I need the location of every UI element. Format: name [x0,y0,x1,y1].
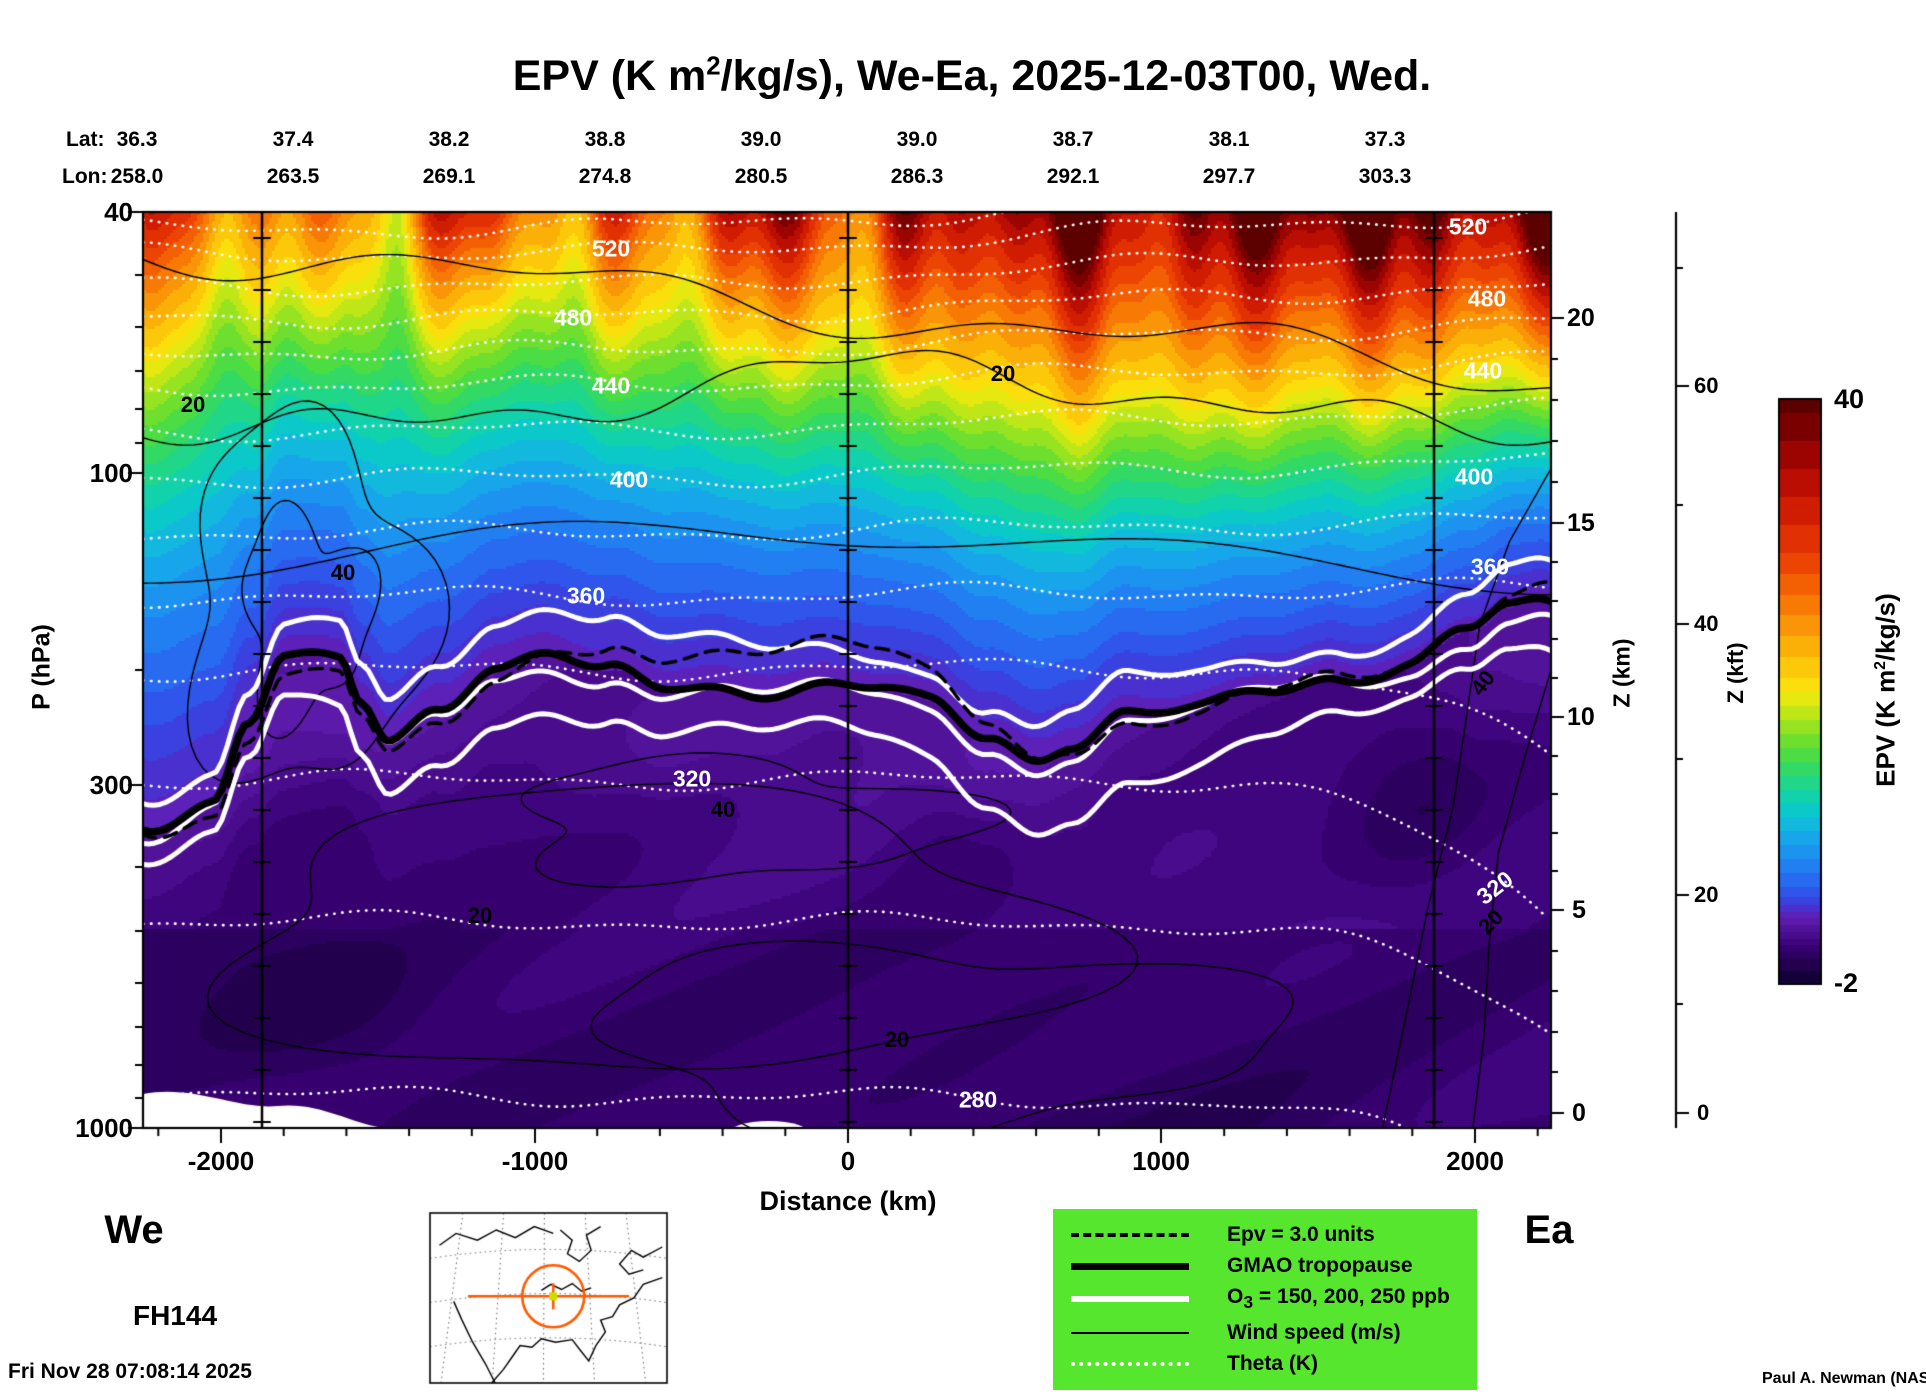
colorbar-max-label: 40 [1834,384,1865,414]
lat-value: 36.3 [116,128,158,151]
lat-value: 38.7 [1052,128,1094,151]
distance-tick: 2000 [1446,1146,1504,1176]
z-kft-tick: 40 [1694,611,1719,636]
theta-contour-label: 360 [566,582,606,609]
white-dotted-line-sample [1071,1362,1189,1367]
lon-value: 274.8 [578,165,632,188]
credit-text: Paul A. Newman (NASA [1762,1370,1926,1387]
wind-contour-label: 40 [710,797,736,822]
z-kft-tick: 0 [1697,1100,1710,1125]
west-endpoint-label: We [104,1208,164,1252]
lat-value: 38.1 [1208,128,1250,151]
legend-item-tropopause: GMAO tropopause [1053,1254,1477,1278]
wind-contour-label: 20 [884,1027,910,1052]
colorbar [1779,399,1821,984]
legend-item-label: O3 = 150, 200, 250 ppb [1227,1285,1450,1313]
theta-contour-label: 520 [1448,213,1488,240]
location-map-inset [430,1213,667,1383]
distance-tick: 1000 [1132,1146,1190,1176]
thick-white-line-sample [1071,1296,1189,1303]
dashed-line-sample [1071,1232,1189,1237]
z-kft-tick: 20 [1694,882,1719,907]
legend-item-label: GMAO tropopause [1227,1254,1413,1278]
legend-item-wind: Wind speed (m/s) [1053,1321,1477,1345]
lon-value: 286.3 [890,165,944,188]
legend-item-label: Epv = 3.0 units [1227,1222,1375,1246]
z-km-tick: 10 [1567,703,1595,731]
distance-axis-label: Distance (km) [759,1186,937,1216]
pressure-tick: 300 [89,770,133,800]
theta-contour-label: 320 [672,765,712,792]
z-km-tick: 0 [1572,1099,1586,1127]
lat-value: 39.0 [896,128,938,151]
lat-value: 38.8 [584,128,626,151]
distance-tick: -1000 [501,1146,569,1176]
theta-contour-label: 360 [1470,553,1510,580]
thick-black-line-sample [1071,1262,1189,1270]
lat-value: 37.3 [1364,128,1406,151]
distance-tick: -2000 [187,1146,255,1176]
lon-row-label: Lon: [62,165,108,188]
page-title: EPV (K m2/kg/s), We-Ea, 2025-12-03T00, W… [512,52,1432,100]
z-kft-axis-label: Z (kft) [1723,642,1748,704]
theta-contour-label: 280 [958,1086,998,1113]
colorbar-min-label: -2 [1834,968,1859,998]
pressure-tick: 1000 [75,1113,133,1143]
lon-value: 258.0 [110,165,164,188]
legend-item-label: Wind speed (m/s) [1227,1320,1401,1344]
z-km-tick: 20 [1567,304,1595,332]
forecast-hour-label: FH144 [132,1300,218,1331]
z-km-tick: 15 [1567,509,1595,537]
wind-contour-label: 20 [990,361,1016,386]
lat-row-label: Lat: [66,128,105,151]
theta-contour-label: 440 [1463,357,1503,384]
colorbar-axis-label: EPV (K m2/kg/s) [1870,593,1901,787]
lat-value: 38.2 [428,128,470,151]
z-kft-tick: 60 [1694,373,1719,398]
lon-value: 292.1 [1046,165,1100,188]
generation-timestamp: Fri Nov 28 07:08:14 2025 [8,1360,252,1383]
lon-value: 269.1 [422,165,476,188]
wind-contour-label: 20 [180,392,206,417]
theta-contour-label: 400 [609,466,649,493]
legend-item-label: Theta (K) [1227,1352,1318,1376]
z-km-tick: 5 [1572,896,1586,924]
east-endpoint-label: Ea [1524,1208,1574,1252]
theta-contour-label: 480 [1467,285,1507,312]
theta-contour-label: 480 [553,304,593,331]
lon-value: 297.7 [1202,165,1256,188]
pressure-tick: 40 [104,197,133,227]
lon-value: 303.3 [1358,165,1412,188]
theta-contour-label: 400 [1454,463,1494,490]
theta-contour-label: 520 [591,235,631,262]
lat-value: 39.0 [740,128,782,151]
pressure-axis-label: P (hPa) [27,624,56,710]
z-km-axis-label: Z (km) [1608,638,1635,708]
legend-item-ozone: O3 = 150, 200, 250 ppb [1053,1285,1477,1313]
lat-value: 37.4 [272,128,314,151]
thin-black-line-sample [1071,1331,1189,1334]
lon-value: 280.5 [734,165,788,188]
wind-contour-label: 20 [467,903,493,928]
distance-tick: 0 [840,1146,856,1176]
theta-contour-label: 440 [591,372,631,399]
legend: Epv = 3.0 units GMAO tropopause O3 = 150… [1053,1209,1477,1390]
lon-value: 263.5 [266,165,320,188]
pressure-tick: 100 [89,458,133,488]
wind-contour-label: 40 [330,560,356,585]
legend-item-theta: Theta (K) [1053,1352,1477,1376]
legend-item-epv: Epv = 3.0 units [1053,1223,1477,1247]
